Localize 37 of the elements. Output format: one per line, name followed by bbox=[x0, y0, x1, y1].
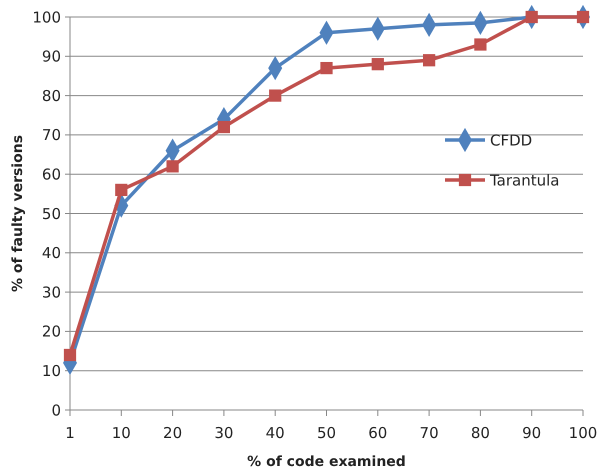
y-tick-label: 70 bbox=[42, 126, 61, 144]
x-tick-label: 1 bbox=[65, 424, 75, 442]
point bbox=[526, 10, 538, 24]
legend-label: Tarantula bbox=[489, 171, 560, 190]
y-tick-label: 60 bbox=[42, 165, 61, 184]
y-tick-label: 50 bbox=[42, 204, 61, 223]
x-tick-label: 10 bbox=[112, 424, 131, 442]
point bbox=[372, 58, 384, 70]
y-tick-label: 80 bbox=[42, 86, 61, 105]
point bbox=[422, 54, 436, 66]
y-axis-title: % of faulty versions bbox=[10, 134, 26, 292]
point bbox=[320, 62, 333, 74]
y-tick-label: 20 bbox=[42, 322, 61, 341]
point bbox=[115, 184, 128, 196]
point bbox=[269, 89, 282, 102]
y-tick-label: 90 bbox=[42, 48, 61, 66]
x-tick-label: 80 bbox=[470, 424, 490, 442]
x-tick-label: 40 bbox=[266, 424, 285, 442]
y-tick-label: 10 bbox=[42, 362, 61, 380]
point bbox=[218, 120, 230, 134]
point bbox=[166, 160, 179, 172]
y-tick-label: 0 bbox=[51, 401, 61, 420]
x-tick-label: 60 bbox=[368, 424, 388, 442]
legend-label: CFDD bbox=[490, 131, 532, 150]
y-tick-label: 40 bbox=[42, 244, 61, 262]
x-axis-title: % of code examined bbox=[247, 454, 406, 470]
x-tick-label: 70 bbox=[420, 424, 439, 442]
y-tick-label: 100 bbox=[32, 8, 61, 26]
x-tick-label: 100 bbox=[568, 424, 598, 442]
y-tick-label: 30 bbox=[42, 283, 61, 302]
point bbox=[474, 38, 487, 51]
x-tick-label: 50 bbox=[316, 424, 336, 442]
x-tick-label: 20 bbox=[163, 424, 182, 442]
point bbox=[576, 10, 590, 24]
point bbox=[64, 348, 76, 362]
x-tick-label: 30 bbox=[214, 424, 234, 442]
x-tick-label: 90 bbox=[522, 424, 542, 442]
